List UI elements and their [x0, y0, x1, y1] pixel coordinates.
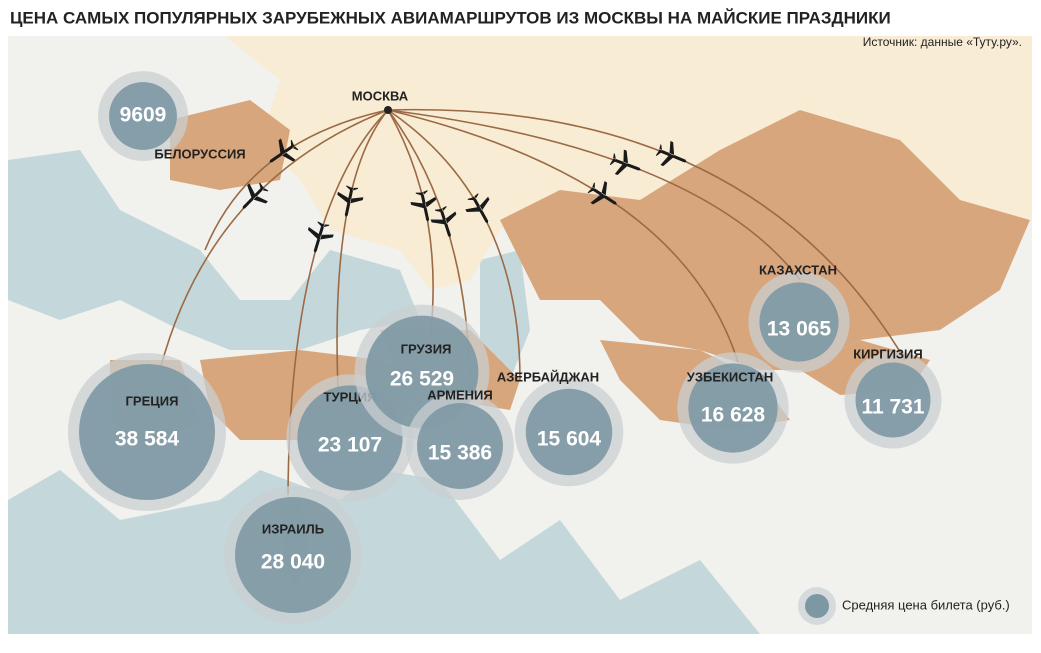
- country-name: ГРЕЦИЯ: [126, 393, 179, 408]
- price-label: 13 065: [767, 318, 832, 341]
- header-bg: [0, 0, 1041, 36]
- bubble: [79, 364, 215, 500]
- russia: [225, 36, 1032, 290]
- belarus-area: [170, 100, 290, 190]
- plane: [430, 206, 457, 238]
- bubble: [855, 362, 931, 438]
- plane: [307, 221, 334, 253]
- country-name: АРМЕНИЯ: [427, 387, 492, 402]
- legend-label: Средняя цена билета (руб.): [842, 597, 1010, 612]
- kazakhstan-area: [500, 110, 1030, 370]
- route: [387, 108, 906, 361]
- price-label: 26 529: [390, 368, 454, 391]
- route: [387, 109, 739, 363]
- plane: [609, 149, 641, 176]
- footer-bg: [0, 634, 1041, 653]
- plane: [655, 140, 687, 167]
- country-name: КАЗАХСТАН: [759, 262, 837, 277]
- price-label: 15 604: [537, 428, 602, 451]
- origin-label: МОСКВА: [352, 88, 409, 103]
- price-label: 15 386: [428, 442, 492, 465]
- plane: [587, 180, 617, 205]
- bubble: [759, 282, 839, 362]
- plane: [269, 138, 299, 163]
- route: [159, 109, 389, 371]
- plane: [465, 193, 490, 224]
- bubble: [235, 497, 351, 613]
- plane: [242, 182, 269, 209]
- route: [387, 109, 801, 281]
- moscow-dot: [384, 106, 392, 114]
- price-label: 23 107: [318, 434, 382, 457]
- country-name: УЗБЕКИСТАН: [687, 369, 774, 384]
- plane: [337, 185, 364, 217]
- bubble: [417, 403, 503, 489]
- price-label: 9609: [120, 104, 167, 127]
- country-name: АЗЕРБАЙДЖАН: [497, 369, 599, 384]
- black-sea: [8, 150, 420, 350]
- bubble: [525, 388, 613, 476]
- plane: [410, 190, 437, 222]
- price-label: 38 584: [115, 428, 180, 451]
- price-label: 11 731: [861, 396, 924, 419]
- bubble: [109, 82, 177, 150]
- legend-swatch: [805, 594, 829, 618]
- country-name: КИРГИЗИЯ: [853, 346, 923, 361]
- country-name: ГРУЗИЯ: [401, 341, 452, 356]
- price-label: 28 040: [261, 551, 325, 574]
- source: Источник: данные «Туту.ру».: [863, 35, 1022, 49]
- country-name: БЕЛОРУССИЯ: [154, 146, 245, 161]
- country-name: ИЗРАИЛЬ: [262, 521, 324, 536]
- title: ЦЕНА САМЫХ ПОПУЛЯРНЫХ ЗАРУБЕЖНЫХ АВИАМАР…: [10, 8, 891, 27]
- price-label: 16 628: [701, 404, 766, 427]
- caspian-sea: [480, 250, 530, 380]
- bubble: [688, 363, 778, 453]
